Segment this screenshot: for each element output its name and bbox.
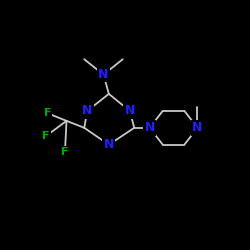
Text: N: N <box>192 121 202 134</box>
Text: F: F <box>42 131 50 141</box>
Text: N: N <box>144 121 155 134</box>
Text: N: N <box>98 68 109 81</box>
Text: N: N <box>104 138 114 151</box>
Text: N: N <box>82 104 92 117</box>
Text: F: F <box>44 108 51 118</box>
Text: F: F <box>61 147 69 157</box>
Text: N: N <box>124 104 135 117</box>
